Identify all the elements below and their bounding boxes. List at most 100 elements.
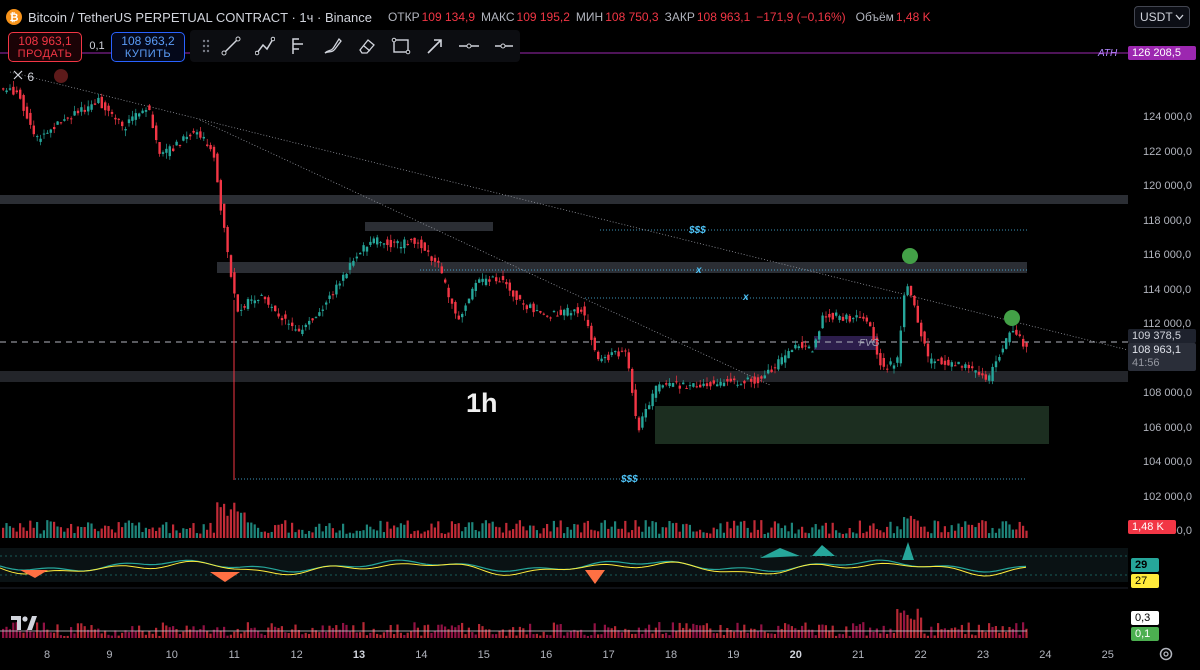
drawing-toolbar <box>190 30 520 62</box>
volume-bar <box>889 521 892 538</box>
volume-bar <box>175 530 178 538</box>
candle-body <box>692 383 695 387</box>
indicator-bar <box>457 625 460 638</box>
horizontal-line-icon[interactable] <box>452 32 486 60</box>
candle-body <box>104 102 107 111</box>
volume-bar <box>192 523 195 538</box>
candle-body <box>763 375 766 379</box>
volume-bar <box>379 520 382 538</box>
volume-bar <box>923 526 926 538</box>
volume-bar <box>1025 530 1028 538</box>
indicator-bar <box>202 625 205 638</box>
candle-body <box>270 306 273 308</box>
indicator-bar <box>423 625 426 638</box>
volume-bar <box>294 532 297 538</box>
volume-bar <box>314 526 317 538</box>
candle-body <box>100 96 103 109</box>
indicator-bar <box>937 623 940 638</box>
volume-bar <box>865 531 868 538</box>
candle-body <box>484 278 488 285</box>
rectangle-icon[interactable] <box>384 32 418 60</box>
volume-bar <box>940 532 943 538</box>
indicator-bar <box>117 635 120 638</box>
drag-handle-icon[interactable] <box>198 32 214 60</box>
indicator-bar <box>875 628 878 638</box>
sell-button[interactable]: 108 963,1 ПРОДАТЬ <box>8 32 82 62</box>
chevron-down-icon <box>1175 14 1184 20</box>
candle-body <box>25 106 29 119</box>
brush-icon[interactable] <box>316 32 350 60</box>
candle-body <box>515 290 518 300</box>
candle-body <box>467 298 471 304</box>
currency-select[interactable]: USDT <box>1134 6 1190 28</box>
trend-line-icon[interactable] <box>214 32 248 60</box>
volume-bar <box>236 511 239 538</box>
candle-body <box>114 117 117 120</box>
volume-bar <box>532 525 535 538</box>
candle-body <box>576 307 579 314</box>
candle-body <box>600 358 603 362</box>
arrow-icon[interactable] <box>418 32 452 60</box>
indicator-bar <box>49 632 52 638</box>
volume-bar <box>886 526 889 538</box>
volume-bar <box>828 533 831 538</box>
polyline-icon[interactable] <box>248 32 282 60</box>
volume-bar <box>117 522 120 538</box>
candle-body <box>308 320 311 325</box>
layers-badge[interactable]: 6 <box>12 69 34 84</box>
volume-bar <box>382 532 385 538</box>
indicator-bar <box>253 627 256 638</box>
volume-bar <box>508 530 511 538</box>
gear-icon[interactable] <box>1158 646 1174 662</box>
indicator-bar <box>624 628 627 638</box>
volume-bar <box>1001 521 1004 538</box>
indicator-bar <box>155 627 158 638</box>
liquidity-label-top: $$$ <box>689 225 706 236</box>
candle-body <box>736 384 739 386</box>
indicator-bar <box>410 631 413 638</box>
candle-body <box>372 238 375 244</box>
indicator-bar <box>573 629 576 638</box>
symbol-title[interactable]: Bitcoin / TetherUS PERPETUAL CONTRACT · … <box>28 9 372 25</box>
indicator-bar <box>1011 628 1014 638</box>
price-tick: 104 000,0 <box>1143 456 1192 468</box>
volume-bar <box>518 520 521 538</box>
volume-bar <box>926 531 929 538</box>
volume-bar <box>12 527 15 538</box>
volume-bar <box>389 528 392 538</box>
volume-bar <box>909 515 912 538</box>
candle-body <box>389 239 392 248</box>
volume-bar <box>226 515 229 538</box>
volume-bar <box>644 520 647 538</box>
candle-body <box>688 385 692 387</box>
candle-body <box>491 276 494 278</box>
volume-bar <box>124 522 127 538</box>
tradingview-logo-icon[interactable] <box>10 614 38 637</box>
candle-body <box>321 309 324 311</box>
markers <box>54 69 1020 326</box>
candle-body <box>855 315 858 318</box>
volume-bar <box>19 523 22 538</box>
currency-select-value: USDT <box>1140 10 1173 24</box>
eraser-icon[interactable] <box>350 32 384 60</box>
buy-button[interactable]: 108 963,2 КУПИТЬ <box>111 32 185 62</box>
candle-body <box>189 134 192 137</box>
volume-bar <box>899 529 902 538</box>
volume-bar <box>552 520 555 538</box>
horizontal-ray-icon[interactable] <box>486 32 520 60</box>
indicator-bar <box>229 634 232 638</box>
candle-body <box>430 256 433 261</box>
indicator-bar <box>525 634 528 638</box>
volume-bar <box>93 528 96 538</box>
pitchfork-icon[interactable] <box>282 32 316 60</box>
volume-bar <box>308 530 311 538</box>
indicator-bar <box>461 622 464 638</box>
candle-body <box>70 118 73 120</box>
candle-body <box>569 313 573 316</box>
volume-bar <box>172 524 175 538</box>
indicator-bar <box>702 625 705 638</box>
indicator-bar <box>994 626 997 638</box>
volume-bar <box>617 528 620 538</box>
volume-bar <box>393 525 396 538</box>
